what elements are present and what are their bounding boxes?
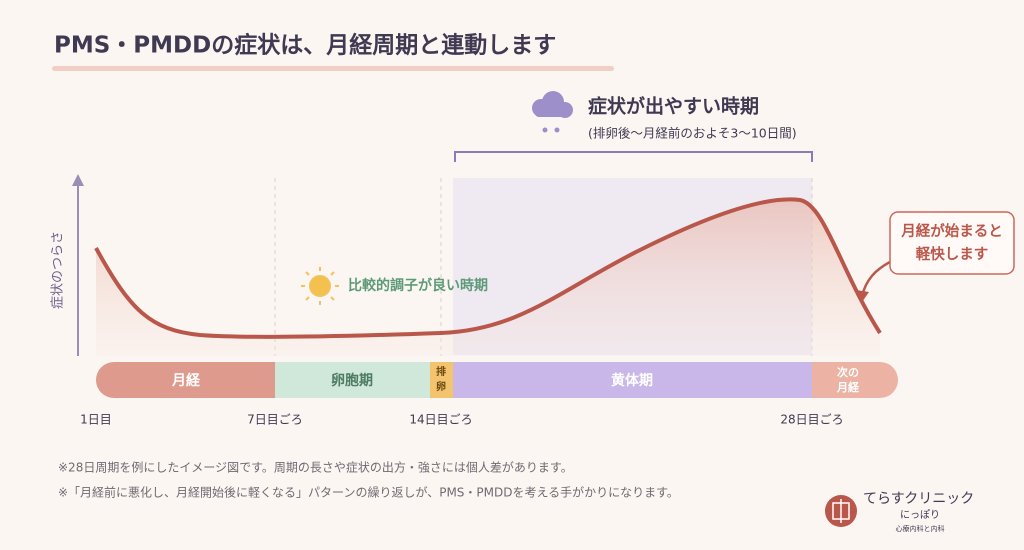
curve: [94, 197, 882, 339]
day-label: 7日目ごろ: [247, 412, 303, 427]
callout-line: 軽快します: [916, 245, 989, 263]
phase-follicular: [275, 362, 430, 398]
logo-sub: にっぽり: [900, 509, 940, 521]
day-label: 28日目ごろ: [780, 412, 843, 427]
logo-mark: [825, 495, 857, 527]
phase-label: 月経: [836, 380, 860, 394]
day-label: 14日目ごろ: [409, 412, 472, 427]
curve-area: [96, 199, 880, 356]
callout-box: [889, 211, 1015, 275]
phase-luteal: [453, 362, 812, 398]
phase-label: 卵: [436, 380, 446, 393]
phase-label: 卵胞期: [331, 372, 373, 389]
y-axis-arrow: [72, 174, 84, 186]
sun-icon: [301, 267, 339, 305]
callout-line: 月経が始まると: [900, 222, 1003, 240]
phase-menses: [96, 362, 275, 398]
phase-label: 排: [436, 365, 446, 378]
note: ※「月経前に悪化し、月経開始後に軽くなる」パターンの繰り返しが、PMS・PMDD…: [58, 485, 679, 500]
phase-label: 次の: [837, 365, 859, 379]
cloud-icon: [532, 91, 573, 133]
title-underline: [52, 66, 614, 71]
y-label: 症状のつらさ: [51, 231, 66, 309]
phase-label: 月経: [171, 372, 201, 389]
good-period: 比較的調子が良い時期: [348, 277, 488, 294]
note: ※28日周期を例にしたイメージ図です。周期の長さや症状の出方・強さには個人差があ…: [58, 460, 573, 475]
phase-ovulation: [430, 362, 453, 398]
logo-tagline: 心療内科と内科: [896, 524, 945, 533]
phase-label: 黄体期: [611, 372, 653, 389]
title: PMS・PMDDの症状は、月経周期と連動します: [54, 32, 556, 59]
bracket: [454, 151, 813, 162]
logo-name: てらすクリニック: [863, 491, 974, 507]
highlight-subtitle: (排卵後〜月経前のおよそ3〜10日間): [588, 126, 797, 141]
highlight-title: 症状が出やすい時期: [588, 95, 759, 118]
day-label: 1日目: [80, 413, 112, 427]
callout-arrowhead: [856, 290, 869, 302]
phase-next: [812, 362, 898, 398]
